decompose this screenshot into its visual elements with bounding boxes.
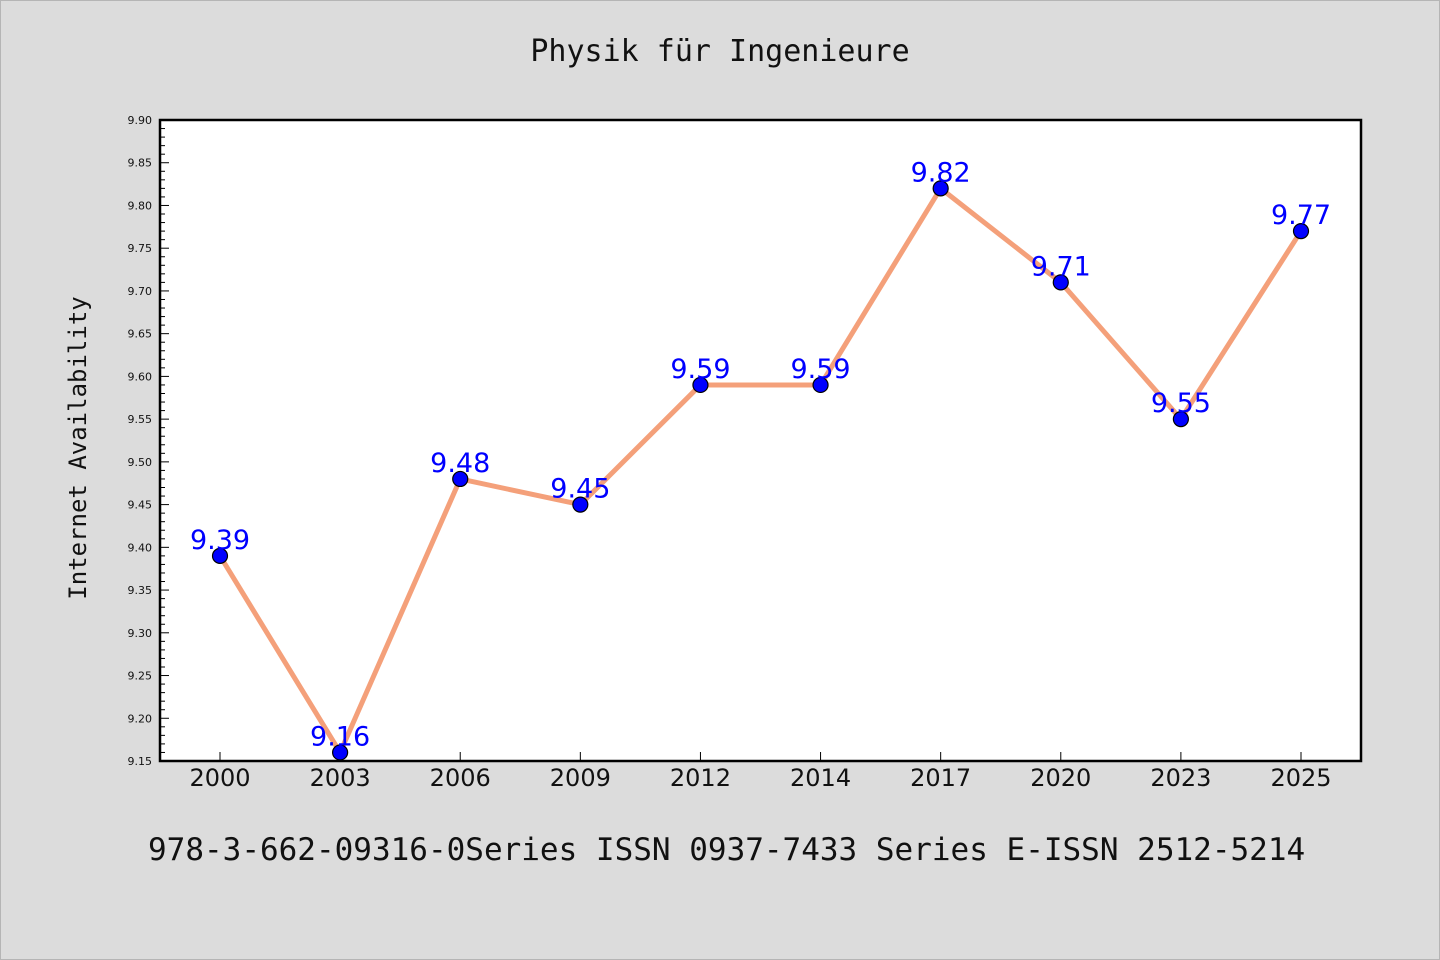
series-line: [217, 185, 1304, 755]
data-labels-group: 9.39 9.16 9.48 9.45 9.59 9.59 9.82 9.71 9.55 9.77: [190, 157, 1331, 752]
y-tick-label: 9.90: [128, 114, 153, 127]
data-point-marker: [1172, 411, 1189, 428]
data-point-marker: [692, 376, 709, 394]
plot-area: [158, 118, 1363, 763]
data-label: 9.59: [670, 354, 730, 385]
x-axis: 2000 2003 2006 2009 2012 2014 2017 2020 2023 2025: [189, 752, 1332, 792]
data-label: 9.39: [190, 525, 250, 556]
data-label: 9.16: [310, 721, 370, 752]
series-line-group: [217, 185, 1304, 755]
y-tick-label: 9.65: [128, 328, 153, 341]
y-tick-label: 9.85: [128, 157, 153, 170]
data-label: 9.59: [790, 354, 850, 385]
data-label: 9.55: [1151, 388, 1211, 419]
x-tick-label: 2020: [1030, 764, 1091, 792]
chart-title: Physik für Ingenieure: [530, 34, 910, 69]
y-tick-label: 9.75: [128, 242, 153, 255]
data-point-marker: [452, 470, 469, 488]
y-tick-label: 9.45: [128, 499, 153, 512]
x-tick-label: 2006: [430, 764, 491, 792]
data-point-marker: [211, 547, 229, 564]
x-tick-label: 2012: [670, 764, 731, 792]
series-markers-group: [211, 180, 1310, 761]
data-point-marker: [932, 180, 949, 197]
y-tick-label: 9.15: [128, 755, 153, 768]
y-tick-label: 9.25: [128, 670, 153, 683]
x-tick-label: 2000: [189, 764, 250, 792]
y-tick-label: 9.50: [128, 456, 153, 469]
footer-isbn-issn: 978-3-662-09316-0Series ISSN 0937-7433 S…: [148, 832, 1306, 868]
y-tick-label: 9.40: [128, 541, 153, 554]
x-tick-label: 2025: [1270, 764, 1331, 792]
y-tick-label: 9.30: [128, 627, 153, 640]
x-tick-label: 2017: [910, 764, 971, 792]
data-point-marker: [812, 376, 829, 394]
x-tick-label: 2014: [790, 764, 851, 792]
y-tick-label: 9.55: [128, 413, 153, 426]
y-tick-label: 9.70: [128, 285, 153, 298]
x-tick-label: 2003: [310, 764, 371, 792]
x-tick-label: 2009: [550, 764, 611, 792]
data-point-marker: [1052, 274, 1069, 291]
y-axis-label: Internet Availability: [64, 296, 92, 599]
y-tick-label: 9.20: [128, 712, 153, 725]
y-tick-label: 9.35: [128, 584, 153, 597]
y-tick-label: 9.80: [128, 199, 153, 212]
data-label: 9.82: [911, 157, 971, 188]
y-axis: 9.15 9.20 9.25 9.30 9.35 9.40 9.45 9.50 9.55 9.60…: [128, 114, 169, 768]
x-tick-label: 2023: [1150, 764, 1211, 792]
data-label: 9.77: [1271, 200, 1331, 231]
data-point-marker: [1292, 223, 1310, 240]
data-point-marker: [572, 496, 589, 513]
data-label: 9.48: [430, 448, 490, 479]
data-label: 9.45: [550, 474, 610, 505]
y-tick-label: 9.60: [128, 370, 153, 383]
data-label: 9.71: [1031, 251, 1091, 282]
data-point-marker: [332, 744, 349, 761]
